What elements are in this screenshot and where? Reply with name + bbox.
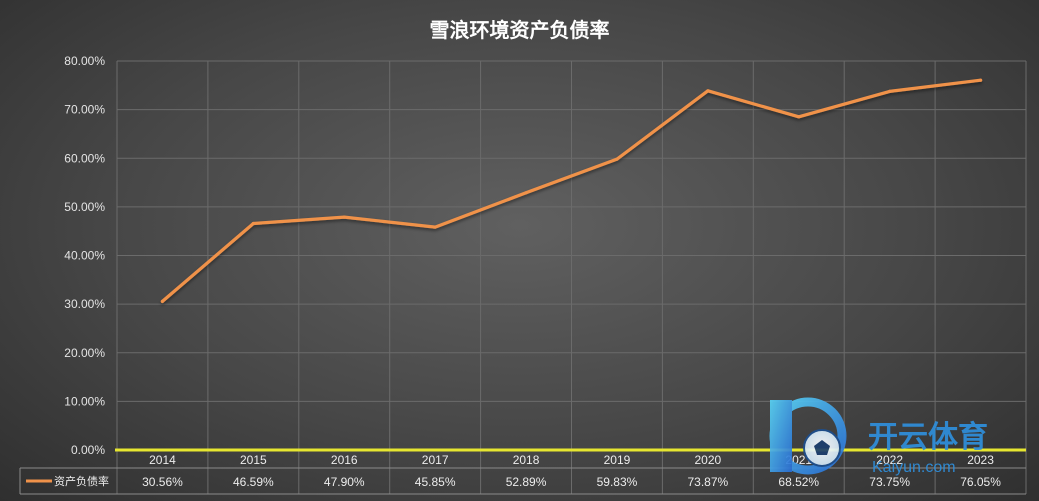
data-table-value: 45.85% [415,475,456,489]
data-point [524,191,528,195]
data-point [978,78,983,82]
data-point [888,89,892,93]
grid [116,60,1027,494]
data-table-value: 52.89% [506,475,547,489]
y-tick-label: 80.00% [64,54,105,68]
series [160,78,983,304]
y-tick-label: 10.00% [64,394,105,408]
data-point [160,299,165,304]
legend-label: 资产负债率 [54,474,109,488]
y-tick-label: 20.00% [64,346,105,360]
watermark-en: Kaiyun.com [872,459,956,476]
data-point [251,221,255,226]
y-tick-label: 30.00% [64,297,105,311]
data-table: 2014 30.56% 2015 46.59% 2016 47.90% 2017 45.85%… [19,453,1026,495]
x-tick-label: 2019 [604,453,631,467]
x-tick-label: 2017 [422,453,449,467]
data-point [797,115,801,119]
series-line [160,78,983,303]
y-tick-label: 40.00% [64,249,105,263]
data-table-value: 47.90% [324,475,365,489]
data-point [342,215,346,219]
axes: 0.00% 10.00% 20.00% 30.00% 40.00% 50.00% 60.00… [64,54,1026,457]
x-tick-label: 2020 [694,453,721,467]
y-tick-label: 60.00% [64,151,105,165]
y-tick-label: 0.00% [71,443,105,457]
watermark-logo: 开云体育 Kaiyun.com [769,397,988,476]
x-tick-label: 2022 [876,453,903,467]
watermark-cn: 开云体育 [868,420,988,454]
data-table-value: 68.52% [778,475,819,489]
data-point [706,89,710,93]
data-point [433,225,437,229]
data-table-value: 30.56% [142,475,183,489]
logo-k-stem-icon [770,400,792,472]
data-table-value: 76.05% [960,475,1001,489]
data-table-value: 73.75% [869,475,910,489]
data-table-value: 73.87% [687,475,728,489]
x-tick-label: 2018 [513,453,540,467]
data-table-value: 59.83% [597,475,638,489]
x-tick-label: 2016 [331,453,358,467]
x-tick-label: 2023 [967,453,994,467]
x-tick-label: 2015 [240,453,267,467]
x-tick-label: 2014 [149,453,176,467]
chart-title: 雪浪环境资产负债率 [429,20,610,42]
y-tick-label: 70.00% [64,103,105,117]
football-patch-icon [814,440,830,455]
data-point [615,157,619,161]
y-tick-label: 50.00% [64,200,105,214]
data-table-value: 46.59% [233,475,274,489]
